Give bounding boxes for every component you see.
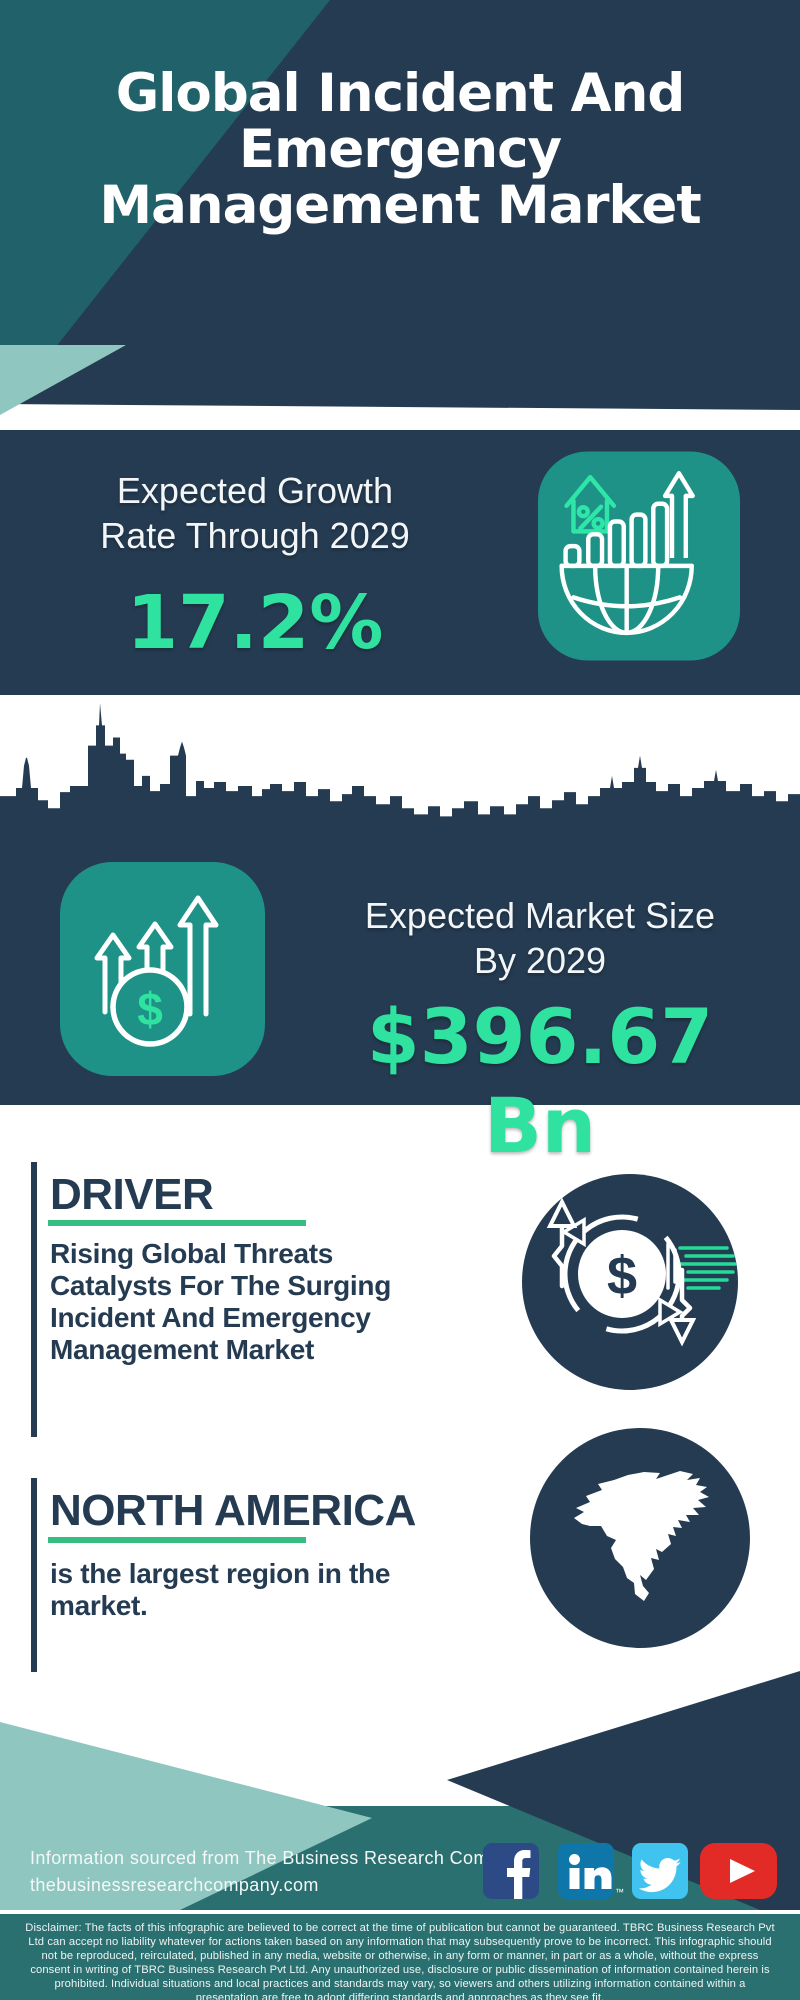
disclaimer-text: Disclaimer: The facts of this infographi…	[25, 1922, 775, 2000]
market-size-title: Expected Market Size By 2029	[300, 893, 780, 983]
growth-title-line1: Expected Growth	[116, 470, 394, 511]
page-title: Global Incident And Emergency Management…	[0, 66, 800, 234]
driver-underline	[48, 1220, 306, 1226]
driver-accent-bar	[31, 1162, 37, 1437]
region-body-line1: is the largest region in the	[50, 1558, 391, 1589]
driver-body-line2: Catalysts For The Surging	[50, 1270, 391, 1301]
driver-body-line3: Incident And Emergency	[50, 1302, 371, 1333]
page-title-line2: Emergency	[238, 119, 562, 180]
disclaimer-section: Disclaimer: The facts of this infographi…	[0, 1914, 800, 2000]
driver-body: Rising Global Threats Catalysts For The …	[50, 1238, 391, 1366]
source-line: Information sourced from The Business Re…	[30, 1848, 530, 1868]
driver-heading: DRIVER	[50, 1170, 214, 1219]
up-arrow-icon	[662, 471, 695, 558]
down-arrowhead	[667, 1318, 697, 1347]
driver-body-line1: Rising Global Threats	[50, 1238, 334, 1269]
facebook-icon[interactable]	[483, 1843, 539, 1899]
lightteal-wedge	[0, 1722, 372, 1910]
north-america-silhouette	[574, 1471, 709, 1601]
north-america-map-icon	[530, 1428, 750, 1648]
header-banner: Global Incident And Emergency Management…	[0, 0, 800, 430]
market-size-value: $396.67 Bn	[366, 992, 714, 1170]
dollar-circle	[110, 967, 190, 1047]
linkedin-trademark: ™	[615, 1887, 624, 1897]
page-title-line1: Global Incident And	[115, 63, 686, 124]
house-percent-icon	[564, 474, 617, 534]
growth-rate-title: Expected Growth Rate Through 2029	[30, 468, 480, 558]
region-accent-bar	[31, 1478, 37, 1672]
growth-rate-value: 17.2%	[126, 580, 384, 666]
dollar-glyph: $	[137, 983, 163, 1035]
website-link[interactable]: thebusinessresearchcompany.com	[30, 1875, 319, 1895]
triple-up-arrows-icon	[94, 895, 219, 1017]
linkedin-icon[interactable]	[558, 1843, 614, 1899]
city-skyline	[0, 695, 800, 872]
up-arrowhead	[546, 1197, 578, 1228]
globe-bar-growth-icon	[538, 451, 740, 661]
money-exchange-icon: $	[522, 1174, 738, 1390]
growth-rate-section: Expected Growth Rate Through 2029 17.2%	[0, 430, 800, 695]
speed-lines	[678, 1246, 737, 1290]
city-skyline-silhouette	[0, 703, 800, 872]
twitter-icon[interactable]	[632, 1843, 688, 1899]
region-body: is the largest region in the market.	[50, 1558, 390, 1622]
region-body-line2: market.	[50, 1590, 148, 1621]
region-heading: NORTH AMERICA	[50, 1486, 416, 1535]
source-info: Information sourced from The Business Re…	[30, 1845, 530, 1899]
page-title-line3: Management Market	[99, 175, 701, 236]
region-underline	[48, 1537, 306, 1543]
driver-body-line4: Management Market	[50, 1334, 315, 1365]
dollar-glyph: $	[607, 1246, 637, 1306]
market-title-line1: Expected Market Size	[364, 895, 716, 936]
dollar-arrows-up-icon: $	[60, 862, 265, 1076]
youtube-icon[interactable]	[700, 1843, 777, 1899]
globe-icon	[559, 563, 694, 635]
coin-circle	[578, 1230, 666, 1318]
footer-divider	[0, 1910, 800, 1914]
market-title-line2: By 2029	[473, 940, 607, 981]
growth-title-line2: Rate Through 2029	[100, 515, 410, 556]
